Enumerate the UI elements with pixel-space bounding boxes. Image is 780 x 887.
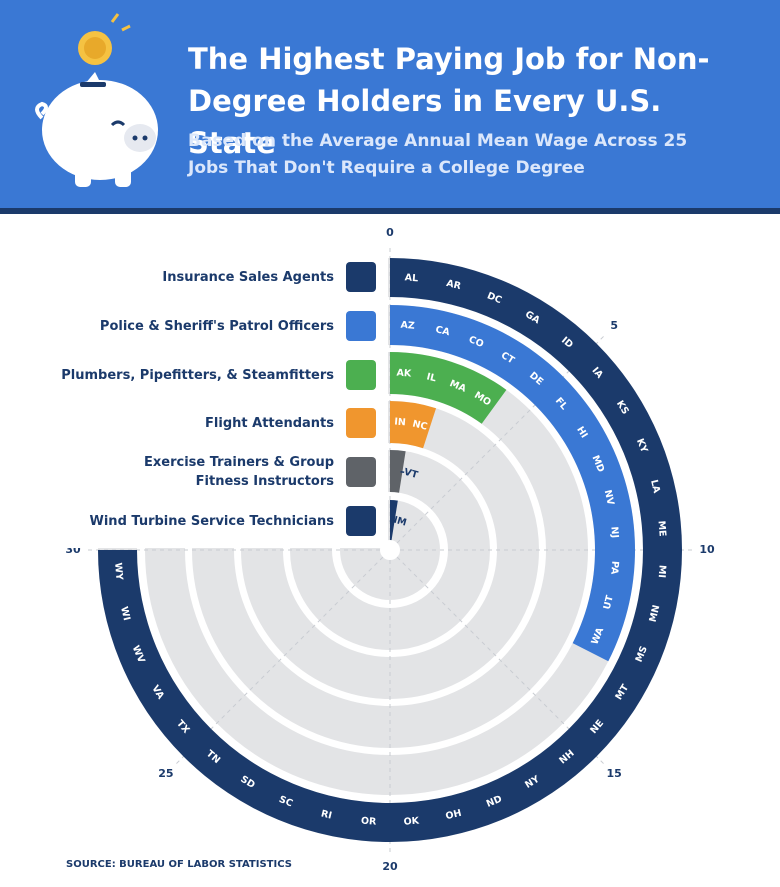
state-label: NC [411,418,428,432]
arrow [400,470,405,474]
legend-label: Flight Attendants [205,415,334,431]
grid-line [396,556,607,767]
legend-label: Exercise Trainers & Group Fitness Instru… [144,455,334,489]
axis-tick-label: 15 [606,767,621,780]
legend-label: Plumbers, Pipefitters, & Steamfitters [61,367,334,383]
ring-bar [390,500,398,541]
grid-line [173,556,384,767]
state-label: AZ [400,320,415,332]
state-label: KY [634,437,650,454]
state-label: NM [388,513,408,528]
state-label: SC [277,794,294,809]
state-label: LA [648,479,662,495]
state-label: CO [467,334,485,350]
state-label: RI [320,808,333,821]
state-label: AR [445,278,462,292]
grid-line [396,333,607,544]
state-label: MN [648,604,663,624]
subtitle: Based on the Average Annual Mean Wage Ac… [188,131,688,178]
ring-bar [390,305,635,662]
legend-icon [346,457,376,487]
state-label: WI [118,606,132,622]
legend-icon [346,360,376,390]
source: SOURCE: BUREAU OF LABOR STATISTICS [66,859,292,870]
state-label: CA [434,324,451,338]
state-label: AK [396,367,412,379]
state-label: OH [445,808,463,822]
state-label: NV [602,489,616,507]
legend-icon [346,262,376,292]
legend-icon [346,506,376,536]
legend-label: Wind Turbine Service Technicians [89,513,334,529]
state-label: DC [485,290,503,306]
legend-icon [346,311,376,341]
axis-tick-label: 10 [699,543,715,556]
axis-tick-label: 5 [610,319,618,332]
axis-tick-label: 25 [158,767,173,780]
state-label: OK [403,816,420,828]
legend-label: Police & Sheriff's Patrol Officers [99,318,334,334]
piggy-bank [35,13,158,187]
state-label: NJ [608,526,620,538]
state-label: OR [361,816,378,828]
state-label: WY [112,562,124,580]
ring-bar [390,450,406,493]
legend-icon [346,408,376,438]
ring-bar [390,401,437,449]
legend-label: Insurance Sales Agents [162,269,334,285]
legend-panel [55,252,388,548]
state-label: MI [656,564,668,578]
state-label: ME [656,520,668,537]
header-rule [0,208,780,214]
state-label: IN [394,416,406,428]
state-label: PA [608,561,620,576]
axis-tick-label: 0 [386,226,394,239]
ring-bar [390,352,507,424]
state-label: UT [602,594,616,611]
state-label: HI [574,425,589,441]
state-label: IL [425,371,437,384]
state-label: AL [404,272,418,284]
state-label: VT [403,467,420,481]
title: The Highest Paying Job for Non-Degree Ho… [188,42,710,160]
axis-tick-label: 20 [382,860,398,873]
